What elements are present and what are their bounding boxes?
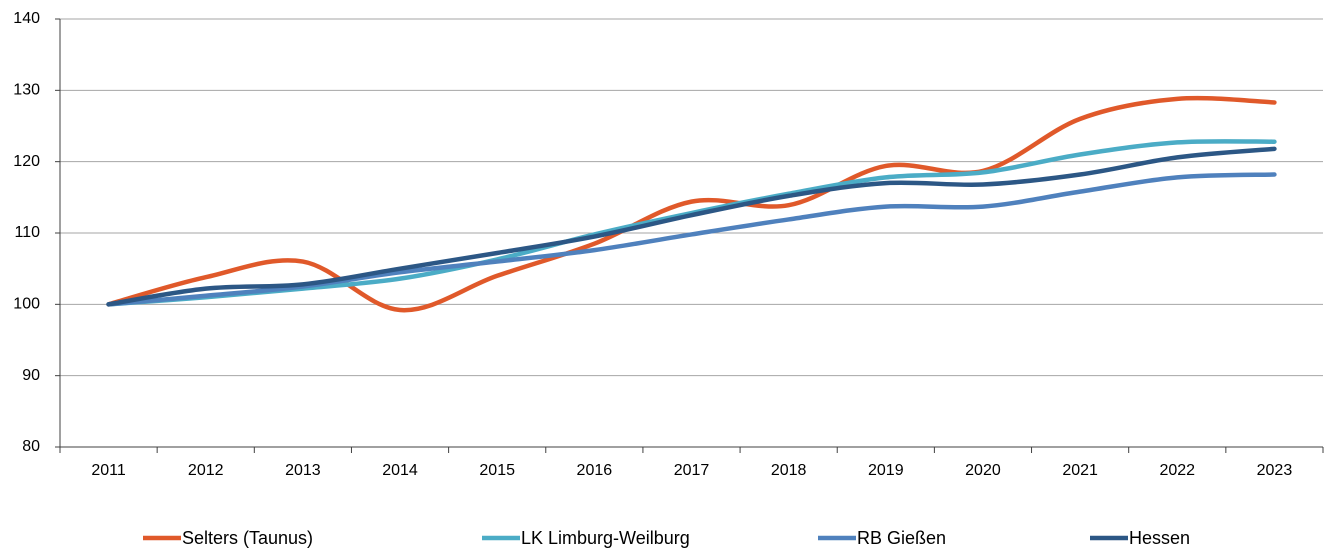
legend-label: LK Limburg-Weilburg xyxy=(521,528,690,548)
series-line xyxy=(106,95,1277,313)
legend-label: RB Gießen xyxy=(857,528,946,548)
x-tick-label: 2023 xyxy=(1257,462,1293,479)
x-tick-label: 2016 xyxy=(577,462,613,479)
x-tick-label: 2021 xyxy=(1062,462,1098,479)
legend-label: Hessen xyxy=(1129,528,1190,548)
x-tick-label: 2015 xyxy=(479,462,515,479)
x-tick-label: 2017 xyxy=(674,462,710,479)
y-tick-label: 120 xyxy=(13,153,40,170)
y-tick-label: 110 xyxy=(14,224,40,241)
series-line xyxy=(106,139,1277,307)
x-tick-label: 2012 xyxy=(188,462,224,479)
y-tick-label: 90 xyxy=(22,367,40,384)
x-tick-label: 2013 xyxy=(285,462,321,479)
x-tick-label: 2020 xyxy=(965,462,1001,479)
x-tick-label: 2019 xyxy=(868,462,904,479)
y-tick-label: 100 xyxy=(13,296,40,313)
x-tick-label: 2018 xyxy=(771,462,807,479)
series-line xyxy=(106,146,1277,307)
x-tick-label: 2011 xyxy=(91,462,126,479)
y-tick-label: 80 xyxy=(22,438,40,455)
x-tick-label: 2022 xyxy=(1159,462,1195,479)
y-tick-label: 140 xyxy=(13,10,40,27)
legend-label: Selters (Taunus) xyxy=(182,528,313,548)
y-tick-label: 130 xyxy=(13,82,40,99)
x-tick-label: 2014 xyxy=(382,462,418,479)
